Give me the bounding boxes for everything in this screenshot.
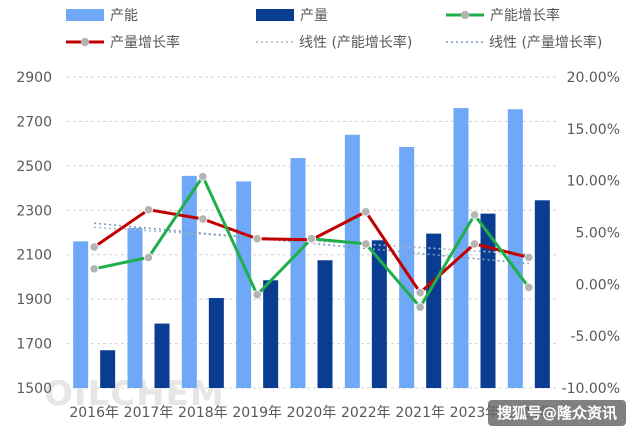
capacity-growth-point — [361, 239, 371, 249]
y-axis-left: 1500 1700 1900 2100 2300 2500 2700 2900 — [16, 70, 52, 397]
capacity-bar — [127, 228, 143, 388]
legend-marker — [80, 37, 90, 47]
output-growth-point — [361, 207, 371, 217]
output-growth-point — [469, 239, 480, 249]
capacity-bar — [344, 134, 360, 388]
legend-label-output-trend: 线性 (产量增长率) — [489, 34, 602, 51]
y-right-tick-label: 15.00% — [567, 122, 620, 138]
y-left-tick-label: 1700 — [16, 337, 52, 353]
output-growth-point — [198, 214, 208, 224]
y-left-tick-label: 1500 — [16, 381, 52, 397]
y-right-tick-label: 10.00% — [567, 174, 620, 190]
x-tick-label: 2018年 — [178, 405, 228, 421]
x-tick-label: 2017年 — [124, 405, 174, 421]
legend-label-output-growth: 产量增长率 — [110, 34, 180, 51]
x-tick-label: 2020年 — [287, 405, 337, 421]
y-left-tick-label: 2500 — [16, 159, 52, 175]
bars — [73, 108, 550, 388]
x-tick-label: 2022年 — [341, 405, 391, 421]
capacity-bar — [399, 146, 415, 388]
legend-marker — [460, 10, 470, 20]
output-bar — [534, 200, 550, 388]
legend-label-capacity: 产能 — [110, 8, 138, 24]
output-bar — [426, 233, 442, 388]
y-left-tick-label: 2100 — [16, 248, 52, 264]
capacity-growth-point — [469, 210, 480, 220]
output-bar — [100, 350, 116, 388]
output-bar — [208, 298, 224, 388]
y-right-tick-label: 5.00% — [576, 226, 620, 242]
x-tick-label: 2019年 — [232, 405, 282, 421]
capacity-growth-point — [89, 264, 99, 274]
capacity-bar — [181, 175, 197, 388]
y-right-tick-label: 0.00% — [576, 277, 620, 293]
output-growth-point — [143, 205, 154, 215]
output-bar — [371, 240, 387, 388]
output-bar — [317, 260, 333, 388]
brand-badge: 搜狐号@隆众资讯 — [488, 400, 626, 426]
output-growth-point — [415, 288, 425, 298]
legend-swatch-output — [256, 9, 294, 21]
y-left-tick-label: 1900 — [16, 292, 52, 308]
legend-swatch-capacity — [66, 9, 104, 21]
output-bar — [480, 213, 496, 388]
output-growth-point — [89, 242, 99, 252]
brand-label: 搜狐号@隆众资讯 — [497, 404, 617, 422]
brand-badge-bg — [488, 400, 626, 426]
output-bar — [154, 323, 170, 388]
y-right-tick-label: -10.00% — [562, 381, 620, 397]
x-axis: 2016年 2017年 2018年 2019年 2020年 2022年 2021年 2023年… — [69, 405, 553, 421]
capacity-growth-point — [415, 302, 425, 312]
capacity-growth-point — [143, 252, 154, 262]
y-left-tick-label: 2300 — [16, 203, 52, 219]
output-bar — [263, 280, 279, 388]
legend-label-capacity-growth: 产能增长率 — [490, 7, 560, 24]
legend-label-output: 产量 — [300, 8, 328, 24]
x-tick-label: 2021年 — [395, 405, 445, 421]
capacity-bar — [290, 158, 306, 388]
y-left-tick-label: 2700 — [16, 114, 52, 130]
capacity-growth-point — [252, 290, 262, 300]
capacity-growth-point — [198, 171, 208, 182]
y-right-tick-label: -5.00% — [570, 329, 620, 345]
capacity-bar — [507, 109, 523, 388]
y-axis-right: -10.00% -5.00% 0.00% 5.00% 10.00% 15.00% 20.00… — [562, 70, 620, 397]
output-growth-point — [524, 252, 534, 262]
x-tick-label: 2023年 — [450, 405, 500, 421]
growth-lines — [89, 171, 534, 312]
legend-label-capacity-trend: 线性 (产能增长率) — [299, 34, 412, 51]
y-right-tick-label: 20.00% — [567, 70, 620, 86]
capacity-bar — [73, 241, 89, 388]
output-growth-point — [252, 234, 262, 244]
capacity-bar — [236, 181, 252, 388]
capacity-bar — [453, 108, 469, 388]
y-left-tick-label: 2900 — [16, 70, 52, 86]
capacity-growth-point — [524, 282, 534, 293]
x-tick-label: 2016年 — [69, 405, 119, 421]
capacity-growth-point — [306, 234, 317, 244]
